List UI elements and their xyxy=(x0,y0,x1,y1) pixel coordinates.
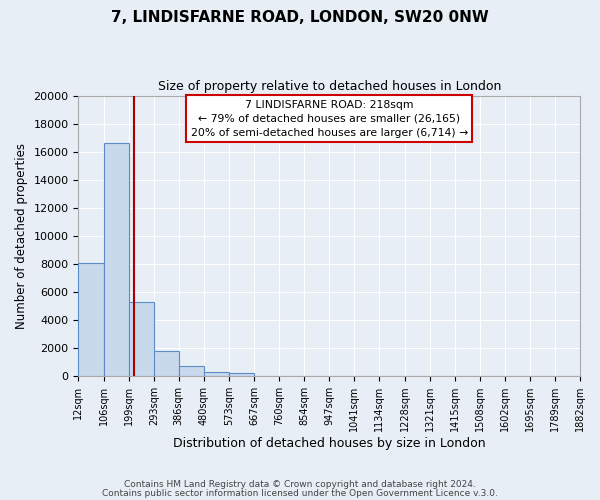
Text: 7, LINDISFARNE ROAD, LONDON, SW20 0NW: 7, LINDISFARNE ROAD, LONDON, SW20 0NW xyxy=(111,10,489,25)
Bar xyxy=(204,372,229,376)
Y-axis label: Number of detached properties: Number of detached properties xyxy=(15,143,28,329)
Bar xyxy=(229,374,254,376)
Text: 7 LINDISFARNE ROAD: 218sqm
← 79% of detached houses are smaller (26,165)
20% of : 7 LINDISFARNE ROAD: 218sqm ← 79% of deta… xyxy=(191,100,468,138)
Bar xyxy=(154,351,179,376)
Text: Contains public sector information licensed under the Open Government Licence v.: Contains public sector information licen… xyxy=(102,488,498,498)
Title: Size of property relative to detached houses in London: Size of property relative to detached ho… xyxy=(158,80,501,93)
Bar xyxy=(79,262,104,376)
Text: Contains HM Land Registry data © Crown copyright and database right 2024.: Contains HM Land Registry data © Crown c… xyxy=(124,480,476,489)
Bar xyxy=(128,302,154,376)
X-axis label: Distribution of detached houses by size in London: Distribution of detached houses by size … xyxy=(173,437,485,450)
Bar xyxy=(104,144,128,376)
Bar xyxy=(179,366,204,376)
